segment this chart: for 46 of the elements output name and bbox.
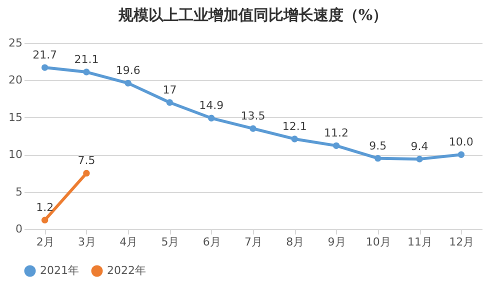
data-label: 19.6 bbox=[116, 64, 140, 78]
point bbox=[332, 142, 340, 150]
y-tick-label: 10 bbox=[8, 148, 22, 162]
point bbox=[416, 156, 423, 162]
chart-title: 规模以上工业增加值同比增长速度（%） bbox=[117, 6, 388, 24]
point bbox=[124, 80, 132, 87]
point bbox=[208, 114, 215, 122]
point bbox=[250, 125, 256, 132]
data-label: 14.9 bbox=[199, 99, 224, 112]
y-tick-label: 25 bbox=[8, 36, 22, 50]
legend-label: 2021年 bbox=[40, 264, 79, 277]
data-label: 12.1 bbox=[282, 120, 307, 133]
x-tick-label: 2月 bbox=[36, 236, 54, 248]
point bbox=[41, 216, 48, 224]
point bbox=[41, 64, 48, 71]
data-label: 1.2 bbox=[36, 201, 54, 214]
x-tick-label: 5月 bbox=[161, 236, 180, 248]
x-tick-label: 12月 bbox=[449, 236, 474, 248]
x-tick-label: 6月 bbox=[202, 236, 221, 248]
point bbox=[374, 154, 382, 162]
data-label: 10.0 bbox=[448, 136, 474, 149]
x-tick-label: 9月 bbox=[328, 236, 346, 248]
point bbox=[83, 170, 90, 177]
y-tick-label: 0 bbox=[16, 222, 22, 236]
x-tick-label: 8月 bbox=[286, 236, 304, 248]
x-tick-label: 10月 bbox=[366, 236, 391, 248]
y-tick-label: 20 bbox=[8, 74, 22, 87]
data-label: 11.2 bbox=[324, 126, 349, 140]
data-label: 13.5 bbox=[240, 110, 266, 123]
data-label: 21.7 bbox=[32, 48, 58, 62]
data-label: 9.4 bbox=[410, 140, 428, 154]
point bbox=[83, 68, 90, 76]
x-tick-label: 3月 bbox=[78, 236, 96, 248]
point bbox=[166, 99, 174, 106]
x-tick-label: 11月 bbox=[408, 236, 433, 248]
data-label: 21.1 bbox=[74, 53, 99, 66]
data-label: 9.5 bbox=[369, 139, 387, 152]
y-tick-label: 5 bbox=[16, 185, 22, 198]
x-tick-label: 4月 bbox=[120, 236, 138, 248]
x-tick-label: 7月 bbox=[244, 236, 262, 248]
data-label: 17 bbox=[162, 84, 177, 97]
y-tick-label: 15 bbox=[8, 110, 22, 124]
data-label: 7.5 bbox=[78, 154, 96, 168]
point bbox=[458, 151, 465, 158]
legend-label: 2022年 bbox=[107, 264, 146, 277]
point bbox=[291, 136, 298, 142]
